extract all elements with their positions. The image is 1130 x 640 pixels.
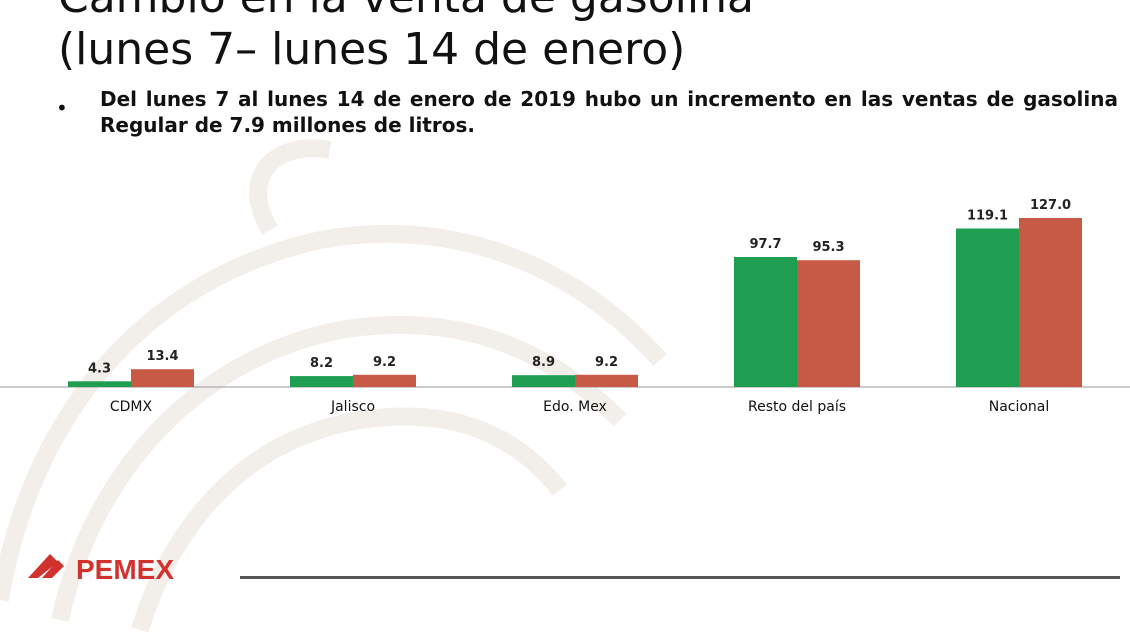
title-line-2: (lunes 7– lunes 14 de enero) xyxy=(58,24,686,75)
bar-2-4 xyxy=(1019,218,1082,387)
bar-1-3 xyxy=(734,257,797,387)
category-label-1: Jalisco xyxy=(330,399,375,415)
page-title: Cambio en la venta de gasolina (lunes 7–… xyxy=(58,0,754,76)
data-label-2-4: 127.0 xyxy=(1030,198,1071,213)
data-label-1-1: 8.2 xyxy=(310,356,333,371)
category-label-3: Resto del país xyxy=(748,399,846,415)
bar-2-3 xyxy=(797,260,860,387)
category-label-0: CDMX xyxy=(110,399,153,415)
bar-1-1 xyxy=(290,376,353,387)
bar-2-0 xyxy=(131,369,194,387)
bar-1-0 xyxy=(68,381,131,387)
data-label-1-4: 119.1 xyxy=(967,209,1008,224)
logo-text: PEMEX xyxy=(76,554,174,580)
footer-divider xyxy=(240,576,1120,579)
bar-chart: 4.3 13.4 CDMX 8.2 9.2 Jalisco 8.9 9.2 Edo. Mex 97… xyxy=(0,198,1130,415)
title-line-1: Cambio en la venta de gasolina xyxy=(58,0,754,24)
bar-2-2 xyxy=(575,374,638,387)
data-label-2-2: 9.2 xyxy=(595,355,618,370)
category-label-4: Nacional xyxy=(989,399,1050,415)
bar-1-4 xyxy=(956,228,1019,387)
bullet-text: Del lunes 7 al lunes 14 de enero de 2019… xyxy=(100,87,1118,137)
pemex-logo: PEMEX xyxy=(28,554,174,580)
data-label-2-3: 95.3 xyxy=(812,240,844,255)
data-label-1-3: 97.7 xyxy=(749,237,781,252)
data-label-1-2: 8.9 xyxy=(532,355,555,370)
data-label-1-0: 4.3 xyxy=(88,361,111,376)
bar-1-2 xyxy=(512,375,575,387)
pemex-emblem-icon xyxy=(28,554,64,578)
data-label-2-1: 9.2 xyxy=(373,355,396,370)
category-label-2: Edo. Mex xyxy=(543,399,607,415)
bullet-dot: • xyxy=(56,96,68,120)
data-label-2-0: 13.4 xyxy=(146,349,178,364)
bar-2-1 xyxy=(353,374,416,387)
